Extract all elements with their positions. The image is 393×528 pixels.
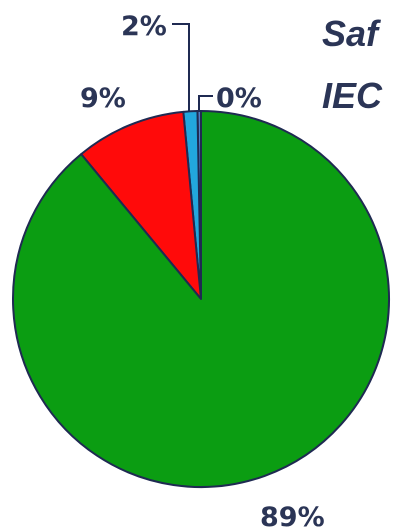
data-label-9pct: 9% — [80, 83, 126, 114]
data-label-2pct: 2% — [121, 11, 167, 42]
data-label-0pct: 0% — [216, 83, 262, 114]
slice-9pct — [80, 110, 202, 300]
side-text-line2: IEC — [322, 75, 383, 116]
leader-line-2pct — [172, 23, 190, 112]
data-label-89pct: 89% — [260, 502, 325, 528]
pie-slices — [12, 109, 390, 488]
leader-line-0pct — [198, 95, 213, 112]
side-text-line1: Saf — [322, 13, 381, 54]
slice-89pct — [12, 110, 390, 488]
